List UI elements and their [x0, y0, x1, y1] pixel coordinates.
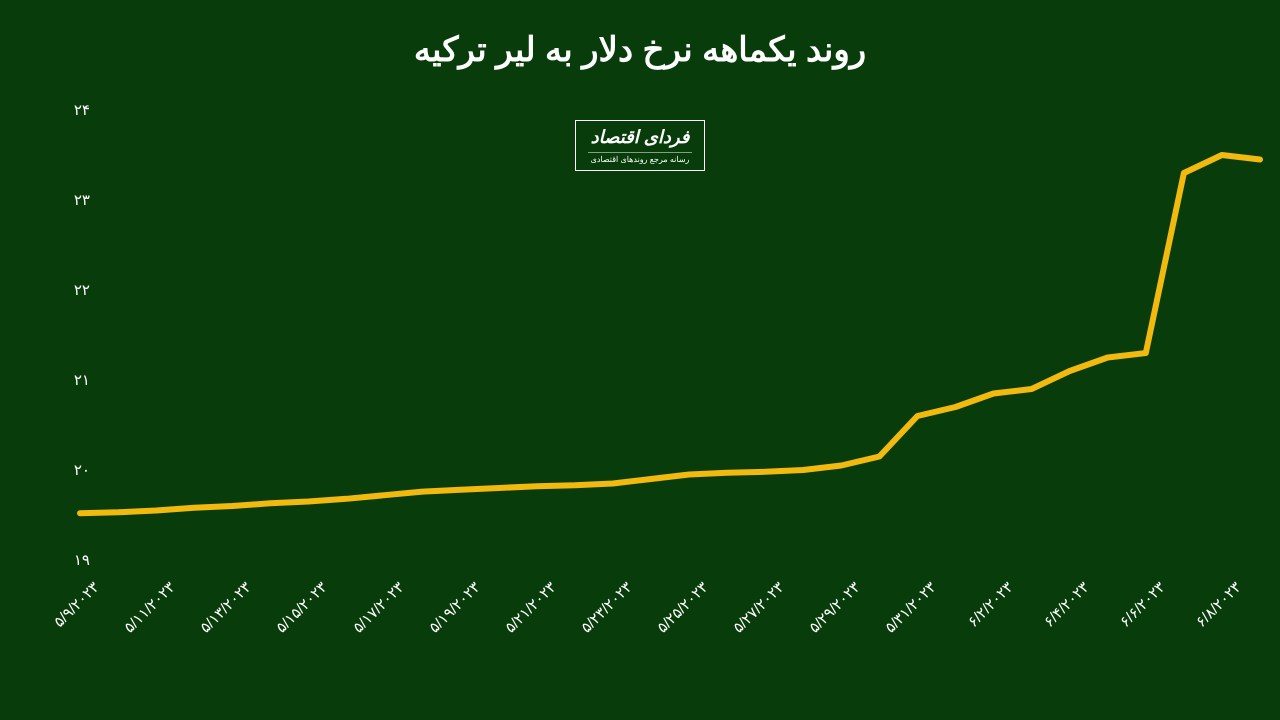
data-line [80, 155, 1260, 513]
y-tick-label: ۲۳ [40, 191, 90, 209]
y-tick-label: ۲۴ [40, 101, 90, 119]
line-chart [0, 0, 1280, 720]
y-tick-label: ۲۰ [40, 461, 90, 479]
y-tick-label: ۲۱ [40, 371, 90, 389]
y-tick-label: ۲۲ [40, 281, 90, 299]
y-tick-label: ۱۹ [40, 551, 90, 569]
